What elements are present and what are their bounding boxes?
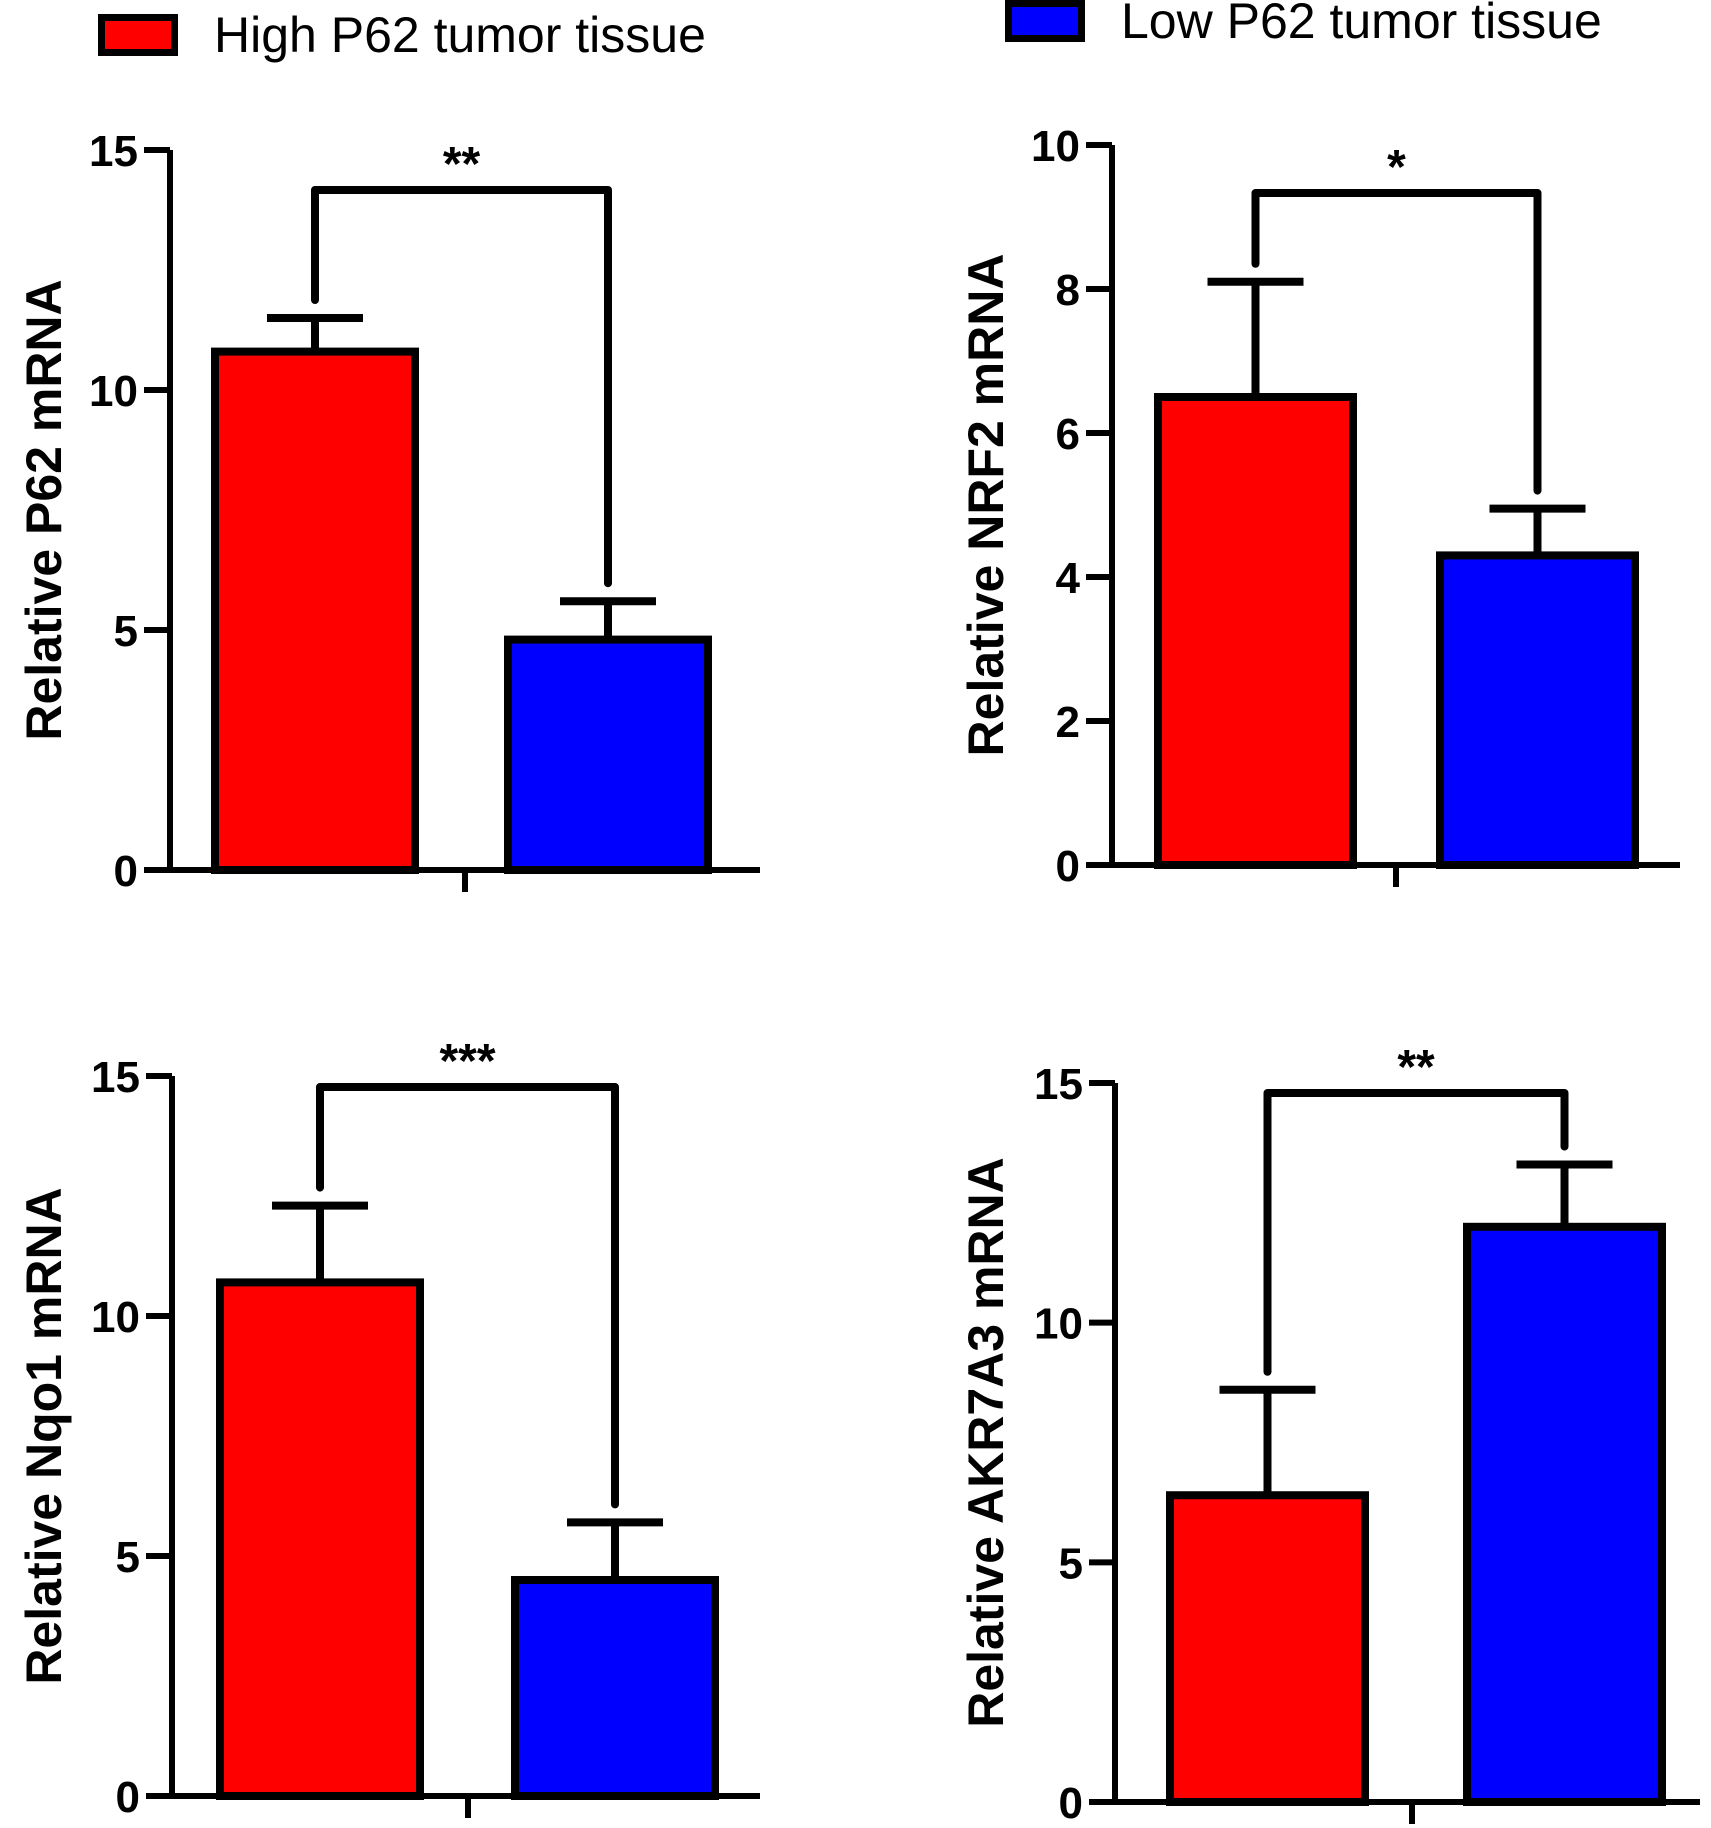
y-tick-label: 0: [116, 1773, 140, 1822]
legend-swatch-low: [1005, 0, 1085, 42]
y-tick-label: 5: [1059, 1539, 1083, 1588]
y-tick-label: 5: [114, 607, 138, 656]
legend-swatch-high: [98, 14, 178, 56]
y-axis-label: Relative P62 mRNA: [16, 279, 72, 740]
significance-bracket: [311, 186, 612, 588]
y-tick-label: 15: [91, 1053, 140, 1102]
significance-bracket: [316, 1083, 619, 1509]
significance-label: ***: [439, 1035, 495, 1088]
significance-label: **: [443, 138, 481, 191]
legend-label-high: High P62 tumor tissue: [214, 7, 706, 63]
y-tick-label: 0: [114, 847, 138, 896]
legend-item-high: High P62 tumor tissue: [98, 0, 706, 70]
significance-label: **: [1397, 1041, 1435, 1094]
y-axis-label: Relative Nqo1 mRNA: [16, 1187, 72, 1684]
y-tick-label: 10: [89, 367, 138, 416]
bar-low: [1463, 1222, 1666, 1807]
legend-label-low: Low P62 tumor tissue: [1121, 0, 1602, 49]
bar-low: [511, 1576, 719, 1800]
bar-low: [1436, 551, 1639, 870]
bar-high: [211, 347, 419, 875]
significance-bracket: [1263, 1089, 1569, 1376]
y-axis-label: Relative AKR7A3 mRNA: [958, 1157, 1014, 1728]
y-tick-label: 10: [91, 1293, 140, 1342]
y-tick-label: 2: [1056, 698, 1080, 747]
y-tick-label: 8: [1056, 266, 1080, 315]
bar-high: [1154, 393, 1357, 869]
chart-panel-2: 0 2 4 6 8 10 Relative NRF2 mRNA *: [958, 122, 1680, 891]
bar-low: [504, 635, 712, 874]
y-tick-label: 0: [1056, 842, 1080, 891]
y-axis-label: Relative NRF2 mRNA: [958, 254, 1014, 757]
y-tick-label: 0: [1059, 1779, 1083, 1828]
chart-panel-1: 0 5 10 15 Relative P62 mRNA **: [16, 127, 760, 896]
y-tick-label: 15: [89, 127, 138, 176]
y-tick-label: 5: [116, 1533, 140, 1582]
bar-high: [216, 1278, 424, 1800]
y-tick-label: 4: [1056, 554, 1081, 603]
y-tick-label: 10: [1031, 122, 1080, 171]
chart-panel-4: 0 5 10 15 Relative AKR7A3 mRNA **: [958, 1041, 1700, 1828]
y-tick-label: 10: [1034, 1300, 1083, 1349]
legend-item-low: Low P62 tumor tissue: [1005, 0, 1602, 56]
bar-high: [1166, 1491, 1369, 1807]
chart-panel-3: 0 5 10 15 Relative Nqo1 mRNA ***: [16, 1035, 760, 1822]
significance-label: *: [1387, 141, 1406, 194]
y-tick-label: 15: [1034, 1060, 1083, 1109]
y-tick-label: 6: [1056, 410, 1080, 459]
significance-bracket: [1251, 189, 1542, 495]
